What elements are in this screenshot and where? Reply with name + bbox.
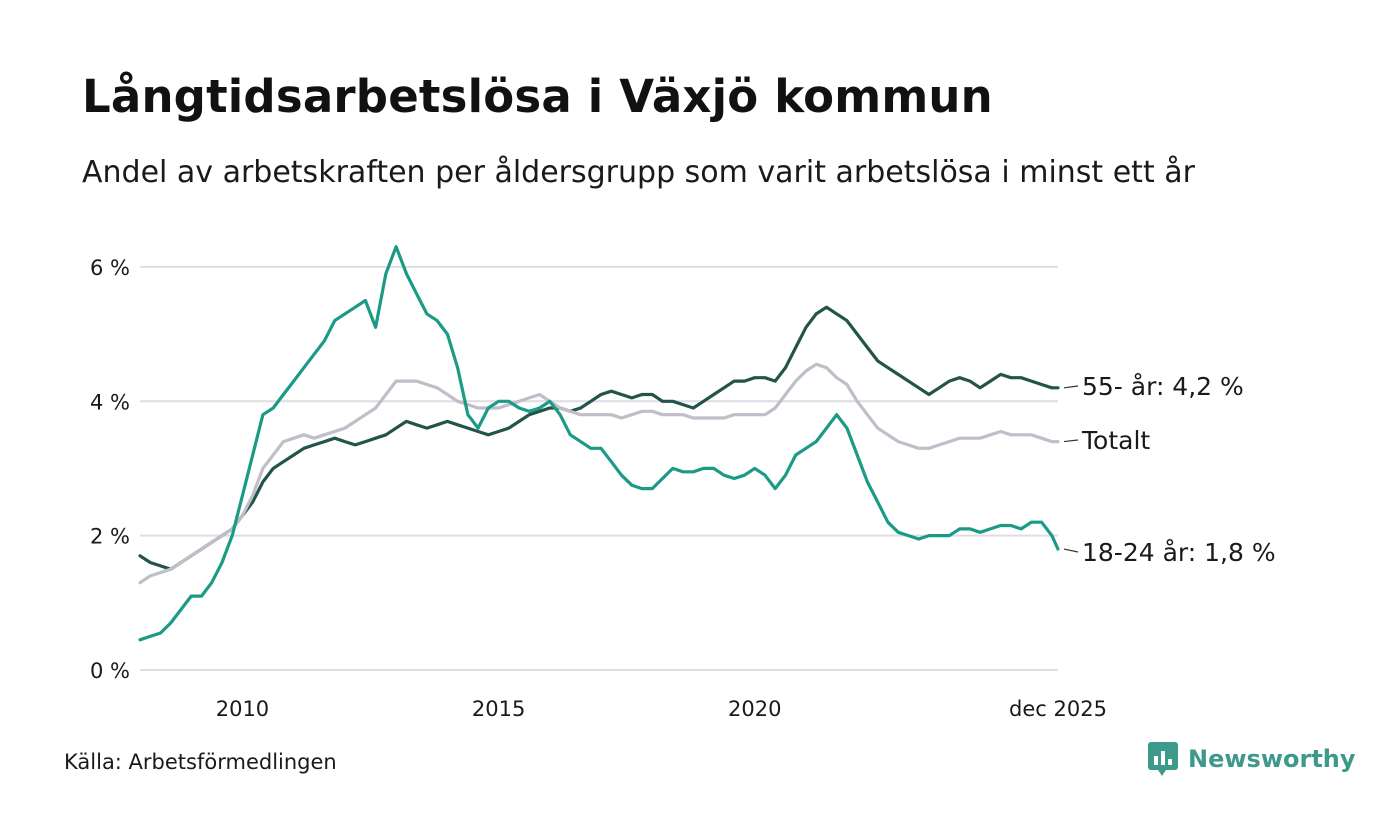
chart-subtitle: Andel av arbetskraften per åldersgrupp s… [82, 155, 1195, 190]
x-tick-label: 2015 [472, 697, 525, 721]
x-tick-label: 2020 [728, 697, 781, 721]
y-tick-label: 0 % [90, 659, 130, 683]
y-tick-label: 6 % [90, 256, 130, 280]
brand-name: Newsworthy [1188, 745, 1356, 773]
end-label-connector [1063, 548, 1079, 553]
end-label-connector [1063, 439, 1079, 443]
y-tick-label: 4 % [90, 390, 130, 414]
x-tick-label: dec 2025 [1009, 697, 1107, 721]
end-label-connector [1063, 385, 1079, 389]
chart-title: Långtidsarbetslösa i Växjö kommun [82, 70, 993, 123]
series-end-label: 18-24 år: 1,8 % [1082, 538, 1276, 567]
series-end-label: 55- år: 4,2 % [1082, 372, 1244, 401]
series-line [138, 245, 1060, 642]
series-line [138, 362, 1060, 585]
y-tick-label: 2 % [90, 525, 130, 549]
series-line [138, 305, 1060, 571]
x-tick-label: 2010 [216, 697, 269, 721]
newsworthy-icon [1148, 742, 1178, 776]
newsworthy-logo: Newsworthy [1148, 742, 1356, 776]
series-end-label: Totalt [1081, 426, 1150, 455]
source-note: Källa: Arbetsförmedlingen [64, 750, 337, 774]
